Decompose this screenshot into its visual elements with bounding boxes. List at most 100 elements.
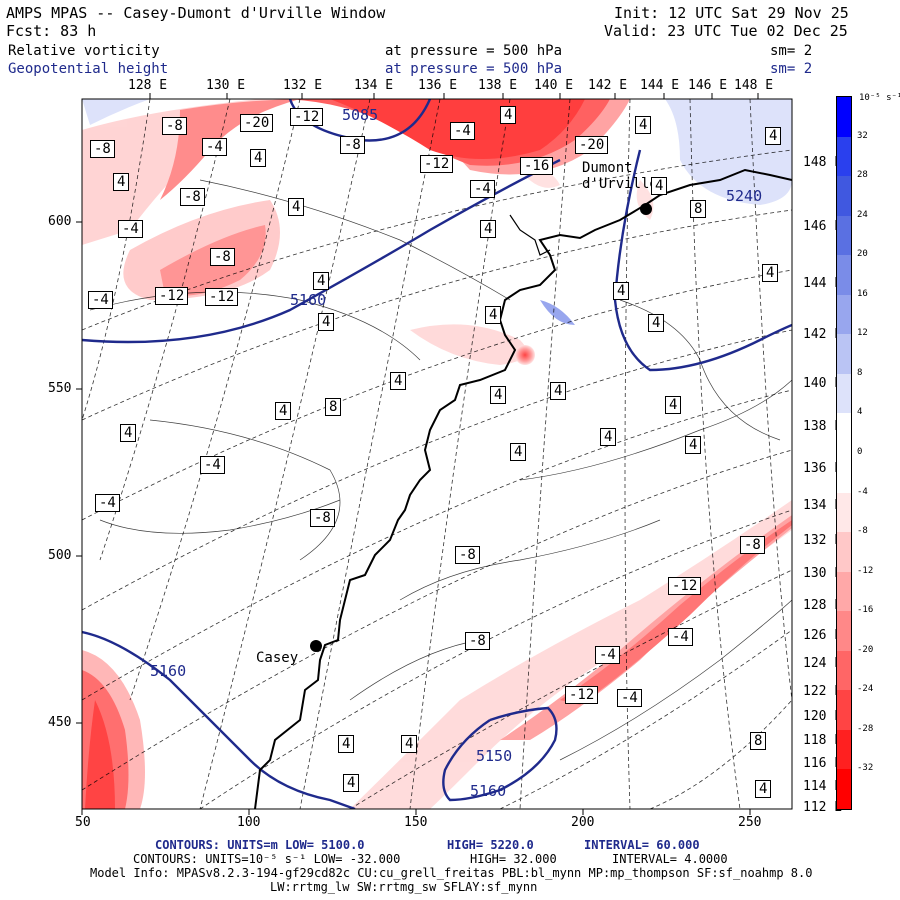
axis-ticks: [76, 221, 751, 815]
colorbar-swatch: [837, 650, 851, 691]
right-lon-label: 126 E: [803, 628, 843, 643]
vorticity-contour-label: -4: [595, 646, 620, 664]
colorbar-tick-label: 32: [857, 130, 868, 141]
vorticity-contour-label: 4: [613, 282, 630, 300]
height-contour-label: 5150: [476, 747, 513, 765]
colorbar-swatch: [837, 690, 851, 731]
vorticity-contour-label: -4: [470, 180, 495, 198]
vorticity-contour-label: -12: [668, 577, 702, 595]
colorbar-swatch: [837, 215, 851, 256]
field1-level: at pressure = 500 hPa: [385, 43, 563, 59]
left-axis-label: 450: [48, 715, 72, 730]
vorticity-contour-label: 4: [765, 127, 782, 145]
right-lon-label: 144 E: [803, 276, 843, 291]
vorticity-contour-label: 8: [690, 200, 707, 218]
colorbar-swatch: [837, 97, 851, 138]
colorbar-swatch: [837, 769, 851, 810]
coastline: [254, 168, 792, 809]
right-lon-label: 148 E: [803, 155, 843, 170]
right-lon-label: 136 E: [803, 461, 843, 476]
vorticity-contour-label: -8: [162, 117, 187, 135]
vorticity-contour-label: 4: [510, 443, 527, 461]
vorticity-contour-label: -8: [455, 546, 480, 564]
footer-height-high: HIGH= 5220.0: [447, 838, 534, 852]
vorticity-contour-label: 8: [325, 398, 342, 416]
right-lon-label: 112 E: [803, 800, 843, 815]
colorbar: [836, 96, 852, 810]
vorticity-contour-label: -4: [202, 138, 227, 156]
vorticity-contour-label: -12: [420, 155, 454, 173]
top-lon-label: 136 E: [418, 78, 458, 93]
init-time: Init: 12 UTC Sat 29 Nov 25: [614, 4, 849, 22]
vorticity-contour-label: -4: [617, 689, 642, 707]
height-contour-label: 5160: [470, 782, 507, 800]
footer-vort-interval: INTERVAL= 4.0000: [612, 852, 728, 866]
top-lon-label: 134 E: [354, 78, 394, 93]
colorbar-unit: 10⁻⁵ s⁻¹: [859, 93, 900, 103]
colorbar-swatch: [837, 492, 851, 533]
vorticity-contour-label: 4: [755, 780, 772, 798]
vorticity-contour-label: -20: [240, 114, 274, 132]
vorticity-contour-label: 4: [651, 177, 668, 195]
vorticity-contour-label: 4: [665, 396, 682, 414]
field1-name: Relative vorticity: [8, 43, 160, 59]
colorbar-swatch: [837, 729, 851, 770]
top-lon-label: 130 E: [206, 78, 246, 93]
vorticity-contour-label: 4: [762, 264, 779, 282]
right-lon-label: 114 E: [803, 779, 843, 794]
left-axis-label: 500: [48, 548, 72, 563]
vorticity-contour-label: -4: [88, 291, 113, 309]
vorticity-contour-label: -8: [210, 248, 235, 266]
height-contour-label: 5160: [290, 291, 327, 309]
vorticity-contour-label: 4: [401, 735, 418, 753]
right-lon-label: 128 E: [803, 598, 843, 613]
top-lon-label: 144 E: [640, 78, 680, 93]
top-lon-label: 132 E: [283, 78, 323, 93]
colorbar-swatch: [837, 294, 851, 335]
colorbar-tick-label: -16: [857, 605, 874, 616]
vorticity-contour-label: -16: [520, 157, 554, 175]
valid-time: Valid: 23 UTC Tue 02 Dec 25: [604, 22, 848, 40]
vorticity-contour-label: -4: [118, 220, 143, 238]
vorticity-contour-label: -12: [155, 287, 189, 305]
vorticity-contour-label: 4: [600, 428, 617, 446]
vorticity-contour-label: -8: [740, 536, 765, 554]
footer-model-info: Model Info: MPASv8.2.3-194-gf29cd82c CU:…: [90, 866, 813, 880]
vorticity-contour-label: -8: [340, 136, 365, 154]
vorticity-contour-label: 4: [318, 313, 335, 331]
footer-height-contours: CONTOURS: UNITS=m LOW= 5100.0: [155, 838, 365, 852]
vorticity-contour-label: -12: [290, 108, 324, 126]
vorticity-contour-label: 4: [288, 198, 305, 216]
bottom-axis-label: 150: [404, 815, 428, 830]
bottom-axis-label: 250: [738, 815, 762, 830]
field2-name: Geopotential height: [8, 61, 169, 77]
vorticity-contour-label: 8: [750, 732, 767, 750]
colorbar-swatch: [837, 453, 851, 494]
vorticity-contour-label: -8: [180, 188, 205, 206]
colorbar-swatch: [837, 334, 851, 375]
right-lon-label: 132 E: [803, 533, 843, 548]
colorbar-swatch: [837, 176, 851, 217]
colorbar-tick-label: 8: [857, 367, 863, 378]
height-contour-label: 5160: [150, 662, 187, 680]
right-lon-label: 122 E: [803, 684, 843, 699]
colorbar-tick-label: 0: [857, 447, 863, 457]
colorbar-tick-label: -24: [857, 684, 874, 695]
footer-vort-high: HIGH= 32.000: [470, 852, 557, 866]
colorbar-tick-label: 24: [857, 209, 868, 220]
right-lon-label: 142 E: [803, 327, 843, 342]
top-lon-label: 138 E: [478, 78, 518, 93]
vorticity-contour-label: 4: [275, 402, 292, 420]
field1-smoothing: sm= 2: [770, 43, 813, 59]
left-axis-label: 600: [48, 214, 72, 229]
vorticity-contour-label: 4: [480, 220, 497, 238]
bottom-axis-label: 100: [237, 815, 261, 830]
plot-frame: [81, 98, 793, 810]
colorbar-tick-label: 28: [857, 170, 868, 181]
colorbar-swatch: [837, 413, 851, 454]
vorticity-contour-label: 4: [338, 735, 355, 753]
footer-physics-info: LW:rrtmg_lw SW:rrtmg_sw SFLAY:sf_mynn: [270, 880, 538, 894]
colorbar-tick-label: -32: [857, 763, 874, 774]
vorticity-contour-label: 4: [250, 149, 267, 167]
coastline-inlet: [509, 214, 551, 256]
